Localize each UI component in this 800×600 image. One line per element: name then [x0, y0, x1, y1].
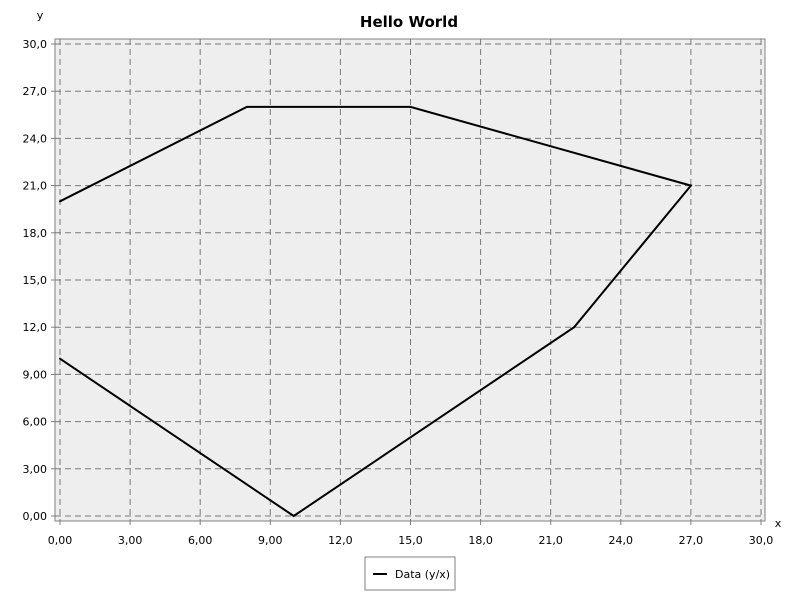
y-tick-label: 21,0	[23, 180, 48, 193]
y-tick-label: 9,00	[23, 368, 48, 381]
y-axis-label: y	[37, 9, 44, 22]
data-point	[409, 105, 412, 108]
x-axis-label: x	[775, 517, 782, 530]
series-lines	[59, 105, 693, 518]
y-tick-label: 6,00	[23, 416, 48, 429]
data-point	[245, 105, 248, 108]
x-tick-label: 21,0	[538, 534, 563, 547]
x-tick-label: 24,0	[609, 534, 634, 547]
y-tick-label: 15,0	[23, 274, 48, 287]
x-tick-label: 0,00	[48, 534, 73, 547]
x-tick-label: 6,00	[188, 534, 213, 547]
x-tick-label: 3,00	[118, 534, 143, 547]
legend: Data (y/x)	[364, 556, 456, 591]
y-tick-label: 27,0	[23, 85, 48, 98]
y-tick-label: 0,00	[23, 510, 48, 523]
data-point	[573, 326, 576, 329]
x-tick-label: 30,0	[749, 534, 774, 547]
grid	[55, 39, 765, 521]
y-tick-label: 24,0	[23, 132, 48, 145]
y-tick-label: 12,0	[23, 321, 48, 334]
tick-labels: 0,00 3,00 6,00 9,00 12,0 15,0 18,0 21,0 24,0 27,0…	[23, 38, 774, 547]
y-tick-label: 30,0	[23, 38, 48, 51]
data-point	[59, 200, 61, 203]
x-tick-label: 18,0	[468, 534, 493, 547]
y-tick-label: 18,0	[23, 227, 48, 240]
y-tick-label: 3,00	[23, 463, 48, 476]
axes	[51, 43, 762, 525]
x-tick-label: 9,00	[258, 534, 283, 547]
chart-title: Hello World	[360, 13, 458, 31]
x-tick-label: 15,0	[398, 534, 423, 547]
legend-entry: Data (y/x)	[395, 568, 450, 581]
data-point	[59, 357, 61, 360]
x-tick-label: 12,0	[328, 534, 353, 547]
data-point	[292, 515, 295, 517]
x-tick-label: 27,0	[679, 534, 704, 547]
data-point	[689, 184, 692, 187]
